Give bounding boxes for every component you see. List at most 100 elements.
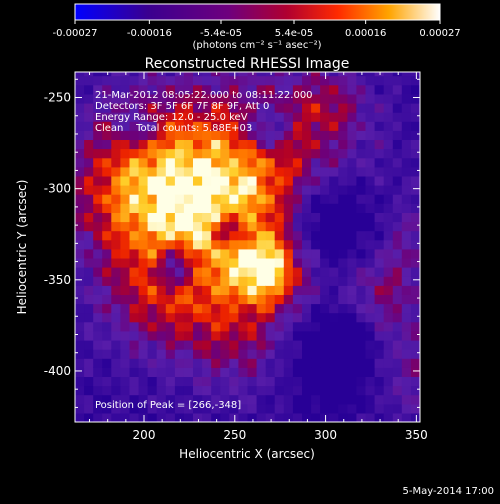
heatmap-cell	[302, 166, 312, 177]
heatmap-cell	[302, 267, 312, 277]
heatmap-cell	[356, 230, 367, 241]
heatmap-cell	[138, 103, 149, 113]
heatmap-cell	[84, 103, 94, 113]
heatmap-cell	[302, 340, 312, 350]
heatmap-cell	[220, 112, 230, 122]
heatmap-cell	[274, 103, 285, 113]
heatmap-cell	[410, 166, 420, 177]
heatmap-cell	[410, 285, 420, 295]
heatmap-cell	[338, 330, 348, 341]
heatmap-cell	[84, 221, 94, 232]
heatmap-cell	[365, 294, 376, 305]
heatmap-cell	[320, 221, 330, 232]
heatmap-cell	[84, 148, 94, 159]
heatmap-cell	[302, 121, 312, 131]
heatmap-cell	[410, 203, 420, 213]
colorbar-units: (photons cm⁻² s⁻¹ asec⁻²)	[192, 40, 321, 51]
heatmap-cell	[410, 294, 420, 305]
heatmap-cell	[84, 84, 94, 95]
heatmap-cell	[256, 139, 267, 150]
heatmap-cell	[338, 412, 348, 422]
heatmap-cell	[111, 203, 121, 213]
heatmap-cell	[320, 376, 330, 387]
heatmap-cell	[392, 84, 403, 95]
heatmap-cell	[329, 203, 339, 213]
heatmap-cell	[75, 367, 85, 377]
heatmap-cell	[165, 294, 176, 305]
heatmap-cell	[392, 285, 403, 295]
heatmap-cell	[401, 75, 412, 86]
heatmap-cell	[120, 376, 131, 387]
heatmap-cell	[156, 412, 167, 422]
heatmap-cell	[320, 312, 330, 323]
heatmap-cell	[265, 294, 276, 305]
heatmap-cell	[165, 367, 176, 377]
heatmap-cell	[183, 230, 194, 241]
heatmap-cell	[356, 121, 367, 131]
heatmap-cell	[220, 376, 230, 387]
heatmap-cell	[410, 394, 420, 405]
heatmap-cell	[93, 403, 103, 414]
heatmap-cell	[347, 175, 358, 186]
heatmap-cell	[274, 294, 285, 305]
heatmap-cell	[292, 321, 303, 332]
heatmap-cell	[183, 221, 194, 232]
heatmap-cell	[211, 157, 221, 168]
heatmap-cell	[211, 349, 221, 359]
heatmap-cell	[329, 221, 339, 232]
heatmap-cell	[265, 75, 276, 86]
heatmap-cell	[138, 267, 149, 277]
heatmap-cell	[102, 103, 112, 113]
heatmap-cell	[220, 248, 230, 259]
heatmap-cell	[75, 340, 85, 350]
heatmap-cell	[338, 403, 348, 414]
heatmap-cell	[138, 75, 149, 86]
heatmap-cell	[256, 294, 267, 305]
heatmap-cell	[320, 121, 330, 131]
heatmap-cell	[138, 72, 149, 77]
heatmap-cell	[220, 121, 230, 131]
x-tick-label: 300	[314, 428, 337, 442]
y-axis-label: Heliocentric Y (arcsec)	[15, 180, 29, 315]
heatmap-cell	[247, 294, 258, 305]
heatmap-cell	[283, 212, 294, 223]
heatmap-cell	[320, 276, 330, 286]
heatmap-cell	[410, 72, 420, 77]
heatmap-cell	[274, 239, 285, 250]
heatmap-cell	[338, 358, 348, 368]
heatmap-cell	[147, 75, 158, 86]
heatmap-cell	[220, 412, 230, 422]
heatmap-cell	[156, 103, 167, 113]
heatmap-cell	[329, 103, 339, 113]
heatmap-cell	[338, 248, 348, 259]
heatmap-cell	[401, 212, 412, 223]
heatmap-cell	[174, 349, 185, 359]
heatmap-cell	[183, 130, 194, 140]
heatmap-cell	[247, 394, 258, 405]
heatmap-cell	[111, 257, 121, 268]
heatmap-cell	[211, 294, 221, 305]
heatmap-cell	[338, 121, 348, 131]
heatmap-cell	[138, 239, 149, 250]
heatmap-cell	[193, 75, 203, 86]
heatmap-cell	[374, 367, 385, 377]
heatmap-cell	[93, 330, 103, 341]
heatmap-cell	[238, 340, 249, 350]
heatmap-cell	[311, 148, 321, 159]
heatmap-cell	[410, 321, 420, 332]
heatmap-cell	[329, 121, 339, 131]
heatmap-cell	[374, 312, 385, 323]
heatmap-cell	[338, 93, 348, 104]
heatmap-cell	[193, 285, 203, 295]
heatmap-cell	[220, 349, 230, 359]
heatmap-cell	[365, 185, 376, 195]
heatmap-cell	[193, 84, 203, 95]
heatmap-cell	[401, 112, 412, 122]
heatmap-cell	[102, 157, 112, 168]
heatmap-cell	[392, 112, 403, 122]
heatmap-cell	[129, 185, 140, 195]
heatmap-cell	[356, 166, 367, 177]
heatmap-cell	[311, 221, 321, 232]
heatmap-cell	[238, 139, 249, 150]
heatmap-cell	[183, 194, 194, 204]
